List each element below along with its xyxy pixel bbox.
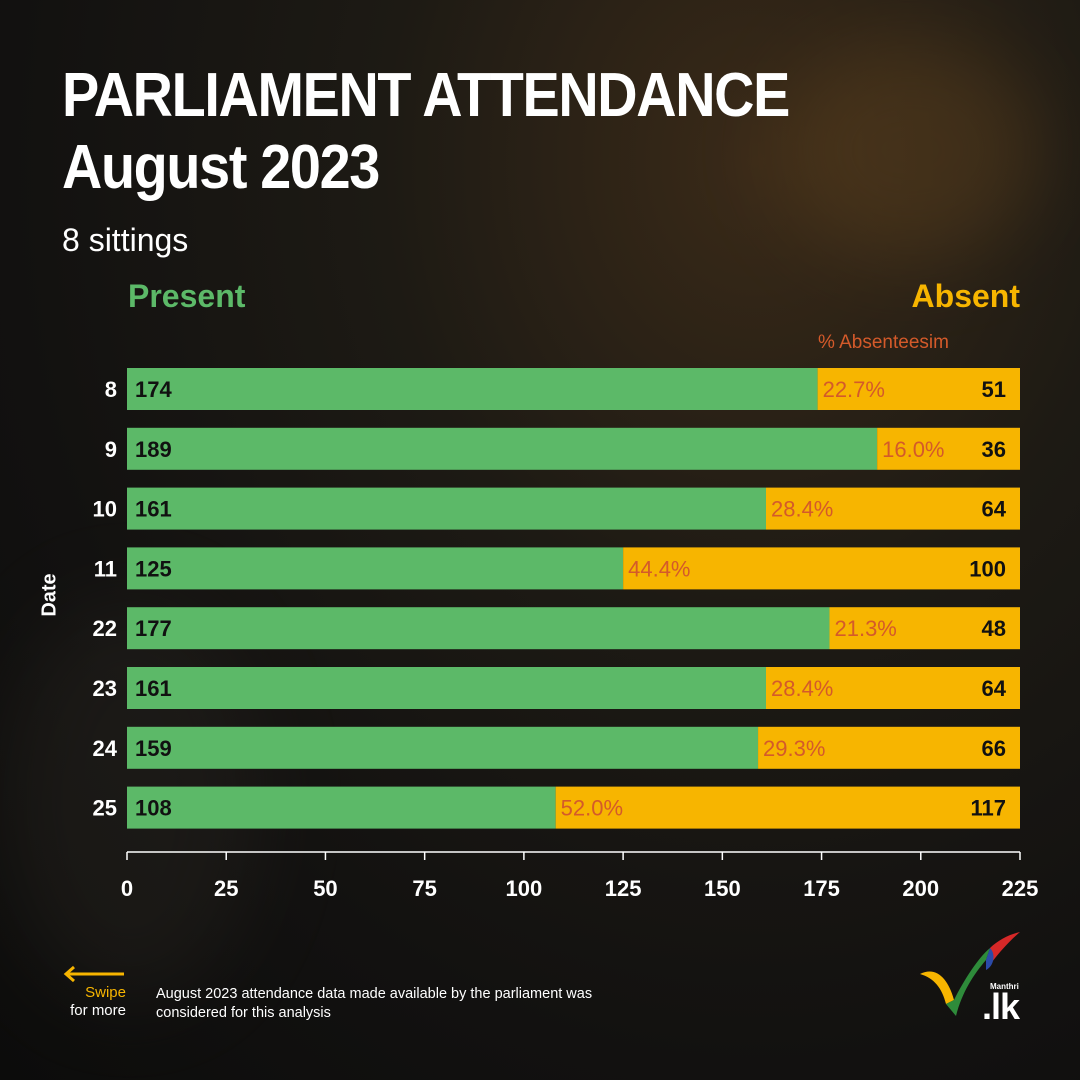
absenteeism-percent-label: 28.4%: [771, 497, 833, 522]
swipe-label[interactable]: Swipe: [85, 984, 126, 1001]
swipe-more-label[interactable]: for more: [70, 1002, 126, 1019]
date-label: 23: [93, 676, 117, 701]
x-tick-label: 75: [412, 876, 436, 901]
absent-value-label: 100: [969, 556, 1006, 581]
footnote: August 2023 attendance data made availab…: [156, 986, 593, 1021]
absent-bar: [765, 487, 1020, 530]
date-label: 11: [94, 556, 117, 581]
present-bar: [127, 427, 878, 470]
absent-bar: [877, 427, 1020, 470]
x-tick-label: 100: [506, 876, 543, 901]
legend-absent: Absent: [911, 278, 1020, 314]
absenteeism-percent-label: 21.3%: [834, 616, 896, 641]
subtitle: 8 sittings: [62, 222, 189, 258]
absent-value-label: 64: [982, 497, 1007, 522]
absent-bar: [817, 368, 1020, 410]
absenteeism-percent-label: 22.7%: [823, 377, 885, 402]
x-tick-label: 125: [605, 876, 642, 901]
absent-bar: [758, 726, 1020, 769]
absent-value-label: 48: [982, 616, 1006, 641]
absent-value-label: 51: [982, 377, 1006, 402]
title-line-2: August 2023: [62, 133, 380, 202]
absenteeism-percent-label: 29.3%: [763, 736, 825, 761]
title-line-1: PARLIAMENT ATTENDANCE: [62, 61, 790, 130]
absenteeism-percent-label: 16.0%: [882, 437, 944, 462]
x-tick-label: 225: [1002, 876, 1039, 901]
present-value-label: 125: [135, 556, 172, 581]
absent-bar: [555, 786, 1020, 829]
x-tick-label: 0: [121, 876, 133, 901]
present-bar: [127, 607, 830, 650]
page-title: PARLIAMENT ATTENDANCE August 2023: [62, 60, 790, 204]
date-label: 8: [105, 377, 117, 402]
logo-small-text: Manthri: [990, 982, 1019, 991]
present-value-label: 161: [135, 497, 172, 522]
absent-bar: [765, 667, 1020, 709]
absent-value-label: 66: [982, 736, 1006, 761]
date-label: 22: [93, 616, 117, 641]
absenteeism-percent-label: 28.4%: [771, 676, 833, 701]
background-glow: [780, 40, 1040, 260]
present-value-label: 177: [135, 616, 172, 641]
present-value-label: 159: [135, 736, 172, 761]
absenteeism-percent-label: 52.0%: [561, 796, 623, 821]
absent-bar: [623, 547, 1020, 590]
absent-value-label: 36: [982, 437, 1006, 462]
absenteeism-percent-label: 44.4%: [628, 556, 690, 581]
swipe-arrow-icon[interactable]: [62, 962, 128, 986]
x-tick-label: 50: [313, 876, 337, 901]
x-tick-label: 175: [803, 876, 840, 901]
absent-value-label: 117: [971, 796, 1007, 821]
x-tick-label: 200: [902, 876, 939, 901]
x-tick-label: 25: [214, 876, 238, 901]
present-bar: [127, 667, 766, 709]
present-bar: [127, 786, 556, 829]
date-label: 24: [93, 736, 118, 761]
present-bar: [127, 368, 818, 410]
legend-present: Present: [128, 278, 246, 314]
present-bar: [127, 547, 624, 590]
present-bar: [127, 487, 766, 530]
present-value-label: 161: [135, 676, 172, 701]
date-label: 9: [105, 437, 117, 462]
manthri-logo-icon: [920, 932, 1020, 1016]
absenteeism-label: % Absenteesim: [818, 332, 949, 353]
date-label: 25: [93, 796, 117, 821]
x-tick-label: 150: [704, 876, 741, 901]
logo-text: .lk: [982, 986, 1020, 1027]
present-bar: [127, 726, 759, 769]
present-value-label: 189: [135, 437, 172, 462]
date-label: 10: [93, 497, 117, 522]
absent-bar: [829, 607, 1020, 650]
absent-value-label: 64: [982, 676, 1007, 701]
present-value-label: 108: [135, 796, 172, 821]
present-value-label: 174: [135, 377, 172, 402]
